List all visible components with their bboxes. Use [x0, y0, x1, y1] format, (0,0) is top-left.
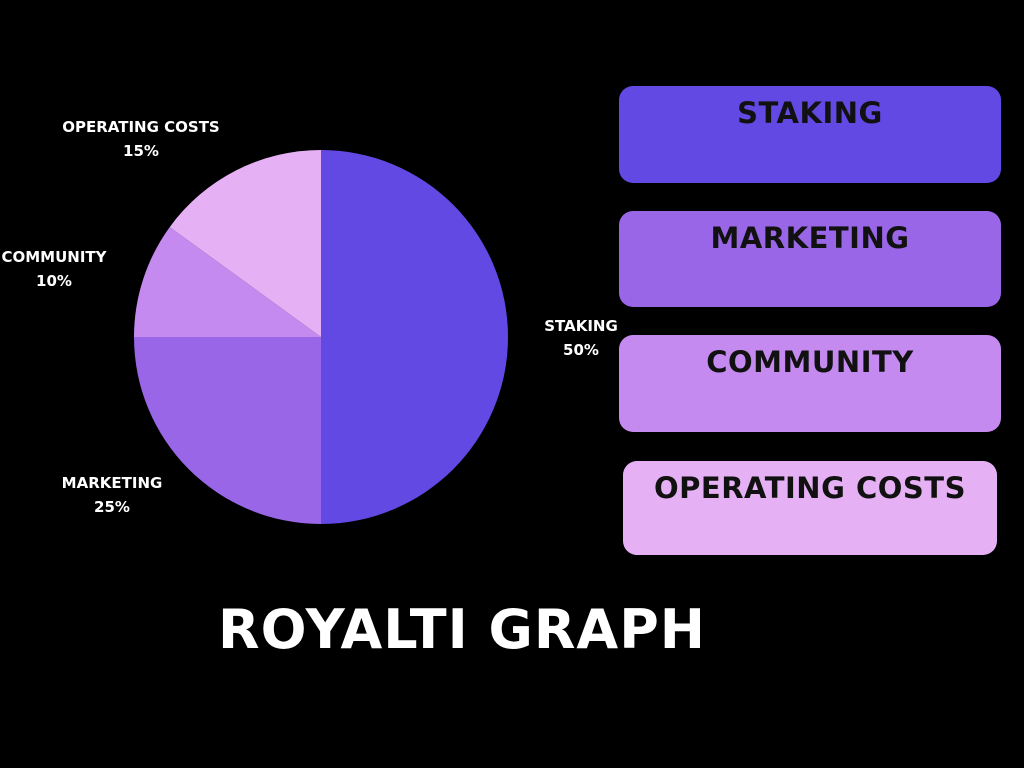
pie-slice-operating-costs: [169, 150, 321, 337]
legend-item-marketing-label: MARKETING: [710, 221, 910, 255]
slice-label-staking: STAKING 50%: [544, 314, 618, 362]
slice-label-community-value: 10%: [36, 272, 72, 290]
slice-label-operating-costs-value: 15%: [123, 142, 159, 160]
slice-label-staking-value: 50%: [563, 341, 599, 359]
pie-slice-marketing: [134, 337, 321, 524]
legend-item-staking-label: STAKING: [737, 96, 883, 130]
slice-label-operating-costs-name: OPERATING COSTS: [62, 118, 220, 136]
legend-item-marketing: MARKETING: [619, 211, 1001, 307]
legend-item-community-label: COMMUNITY: [706, 345, 914, 379]
legend-item-community: COMMUNITY: [619, 335, 1001, 432]
slice-label-marketing-name: MARKETING: [61, 474, 163, 492]
legend-item-staking: STAKING: [619, 86, 1001, 183]
slice-label-marketing-value: 25%: [94, 498, 130, 516]
legend-item-operating-costs-label: OPERATING COSTS: [654, 471, 966, 505]
chart-title: ROYALTI GRAPH: [218, 598, 706, 661]
slice-label-staking-name: STAKING: [544, 317, 618, 335]
slice-label-marketing: MARKETING 25%: [62, 471, 163, 519]
slice-label-community-name: COMMUNITY: [1, 248, 107, 266]
slice-label-operating-costs: OPERATING COSTS 15%: [62, 115, 220, 163]
slice-label-community: COMMUNITY 10%: [1, 245, 106, 293]
pie-slice-staking: [321, 150, 508, 524]
pie-slice-community: [134, 227, 321, 337]
legend-item-operating-costs: OPERATING COSTS: [623, 461, 997, 555]
